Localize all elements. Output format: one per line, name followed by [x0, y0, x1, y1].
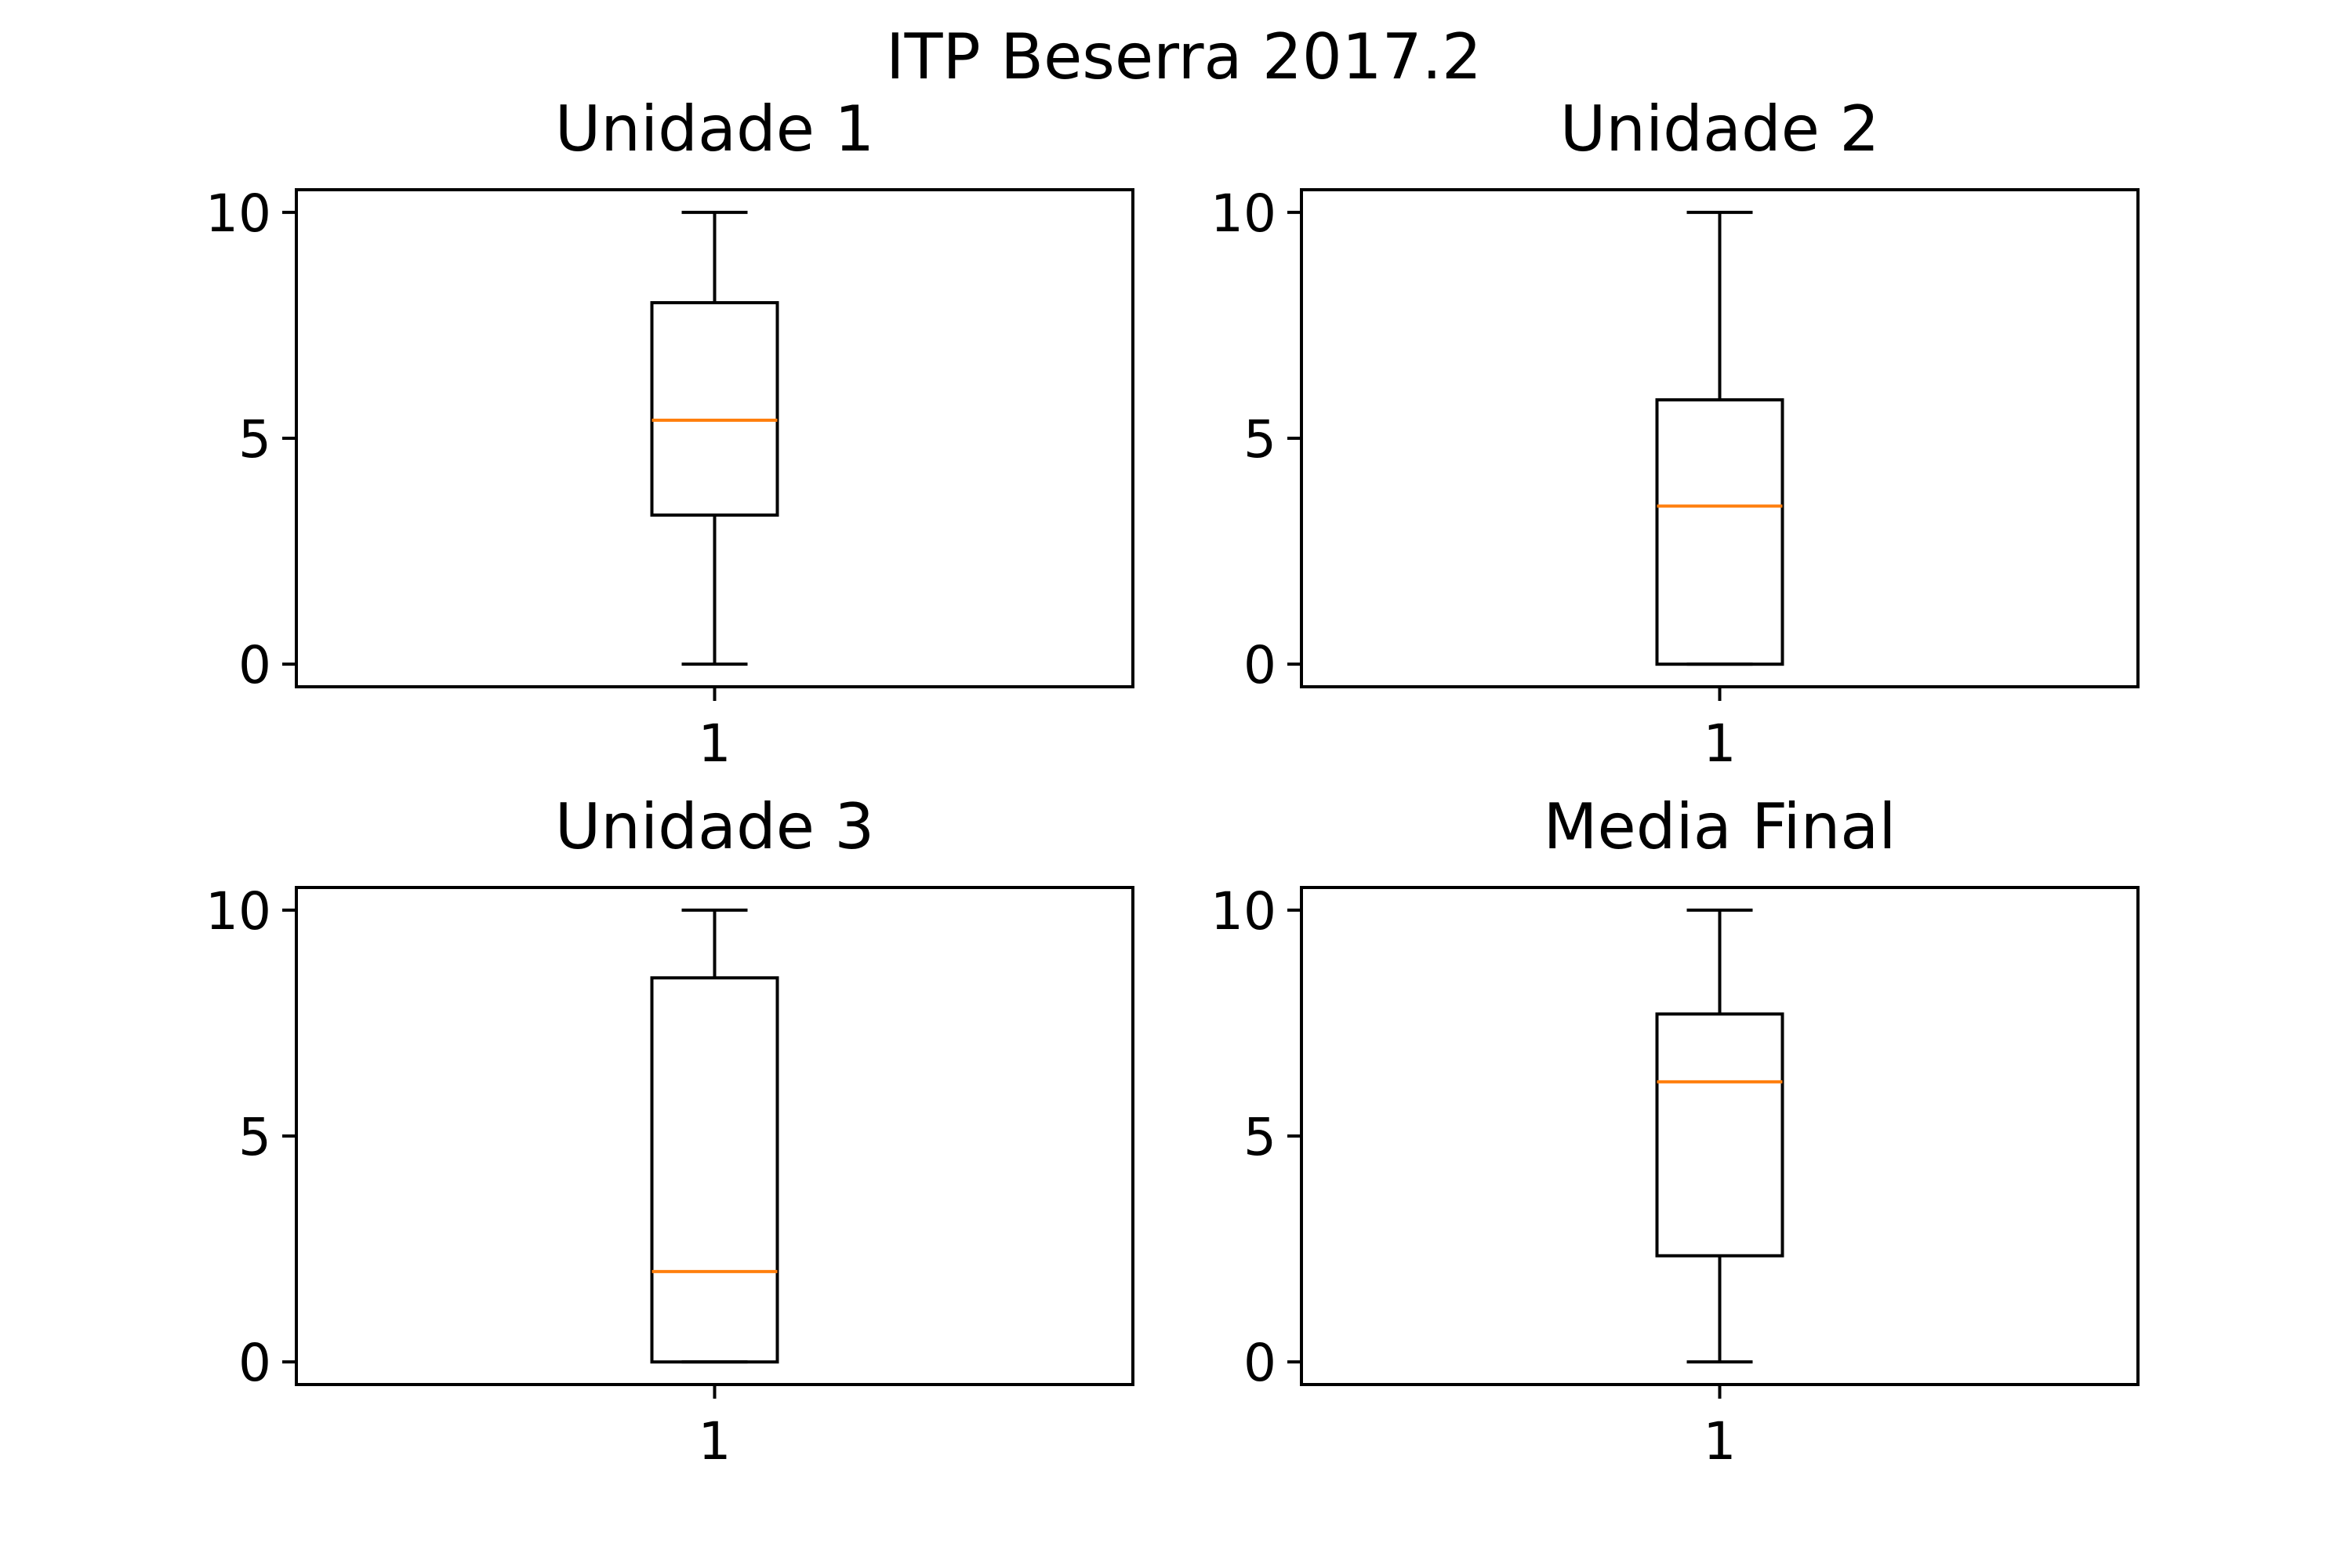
panel-3: Unidade 3 0 5 10 1	[205, 790, 1134, 1472]
y-tick-label: 0	[238, 1333, 271, 1393]
panel-title: Media Final	[1543, 790, 1896, 863]
iqr-box	[650, 976, 779, 1364]
y-tick-label: 5	[238, 1107, 271, 1167]
panel-4: Media Final 0 5 10 1	[1210, 790, 2140, 1472]
panel-title: Unidade 2	[1560, 93, 1880, 165]
x-tick-label: 1	[699, 1411, 731, 1472]
y-tick-label: 5	[1243, 409, 1276, 470]
iqr-box	[1655, 398, 1784, 666]
panel-title: Unidade 1	[555, 93, 875, 165]
iqr-box	[650, 301, 779, 517]
y-tick-label: 0	[1243, 1333, 1276, 1393]
y-tick-label: 10	[1210, 183, 1276, 244]
axes-frame	[295, 886, 1134, 1386]
x-tick-label: 1	[699, 713, 731, 774]
panel-title: Unidade 3	[555, 790, 875, 863]
x-tick-label: 1	[1704, 1411, 1737, 1472]
iqr-box	[1655, 1012, 1784, 1258]
axes-frame	[295, 188, 1134, 688]
figure-title: ITP Beserra 2017.2	[886, 20, 1482, 93]
axes-frame	[1300, 886, 2140, 1386]
y-tick-label: 10	[1210, 881, 1276, 942]
y-tick-label: 5	[238, 409, 271, 470]
panel-1: Unidade 1 0 5 10 1	[205, 93, 1134, 774]
y-tick-label: 10	[205, 881, 271, 942]
y-tick-label: 0	[1243, 635, 1276, 695]
panel-2: Unidade 2 0 5 10 1	[1210, 93, 2140, 774]
y-tick-label: 10	[205, 183, 271, 244]
y-tick-label: 0	[238, 635, 271, 695]
axes-frame	[1300, 188, 2140, 688]
x-tick-label: 1	[1704, 713, 1737, 774]
y-tick-label: 5	[1243, 1107, 1276, 1167]
